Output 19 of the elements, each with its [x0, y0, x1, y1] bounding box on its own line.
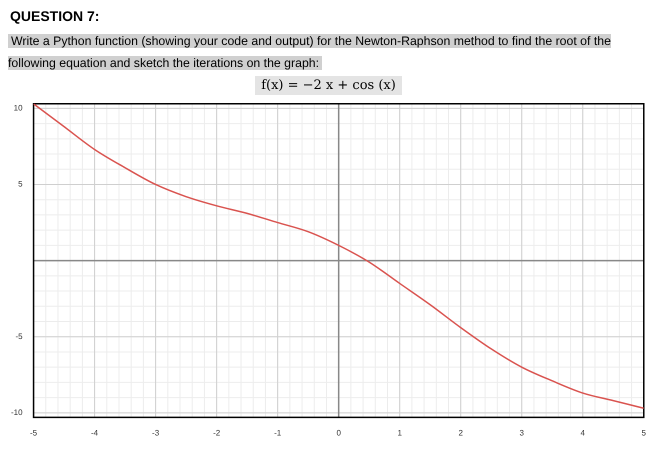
line-series — [34, 104, 644, 410]
x-tick-label: 5 — [642, 428, 647, 438]
x-tick-label: 1 — [397, 428, 402, 438]
x-tick-label: -1 — [274, 428, 282, 438]
x-tick-label: 2 — [458, 428, 464, 438]
x-tick-label: 4 — [580, 428, 586, 438]
text: f(x) = −2 x + cos (x) — [255, 76, 402, 95]
x-tick-label: 0 — [336, 428, 342, 438]
x-tick-label: -4 — [91, 428, 99, 438]
y-tick-label: -10 — [11, 408, 24, 418]
y-tick-label: 10 — [14, 104, 24, 113]
y-tick-label: -5 — [15, 332, 24, 341]
x-tick-label: 3 — [520, 428, 525, 438]
x-tick-label: -5 — [30, 428, 38, 438]
x-tick-label: -3 — [152, 428, 160, 438]
chart-subtitle: Write a Python function (showing your code and output) for the Newton-Raphson method to find the root of the following equation and sketch the iterations on the graph: — [8, 34, 611, 70]
x-tick-label: -2 — [213, 428, 221, 438]
chart-title: QUESTION 7: — [10, 8, 100, 24]
y-tick-label: 5 — [18, 180, 24, 189]
